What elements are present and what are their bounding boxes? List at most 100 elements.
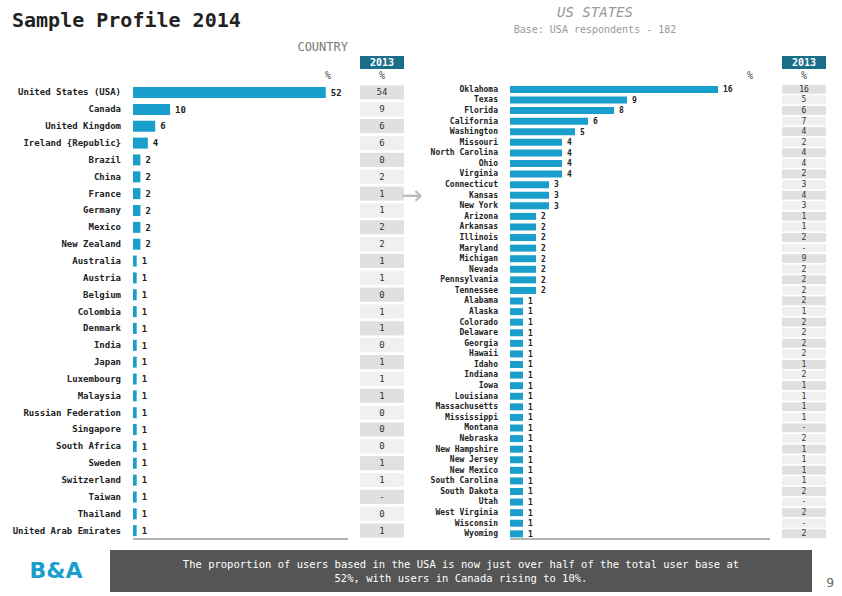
svg-text:Switzerland: Switzerland — [61, 475, 121, 485]
svg-text:1: 1 — [802, 413, 807, 422]
svg-text:54: 54 — [377, 87, 388, 97]
svg-text:1: 1 — [802, 360, 807, 369]
svg-text:1: 1 — [802, 402, 807, 411]
svg-text:0: 0 — [379, 340, 384, 350]
svg-text:Mexico: Mexico — [88, 222, 121, 232]
svg-text:2: 2 — [802, 370, 807, 379]
svg-text:1: 1 — [528, 445, 533, 454]
svg-text:New York: New York — [459, 201, 498, 210]
svg-text:Russian Federation: Russian Federation — [23, 408, 121, 418]
svg-text:Washington: Washington — [450, 126, 498, 136]
svg-text:Delaware: Delaware — [459, 328, 498, 337]
svg-text:Germany: Germany — [83, 205, 122, 215]
svg-text:Georgia: Georgia — [464, 338, 498, 348]
svg-text:Tennessee: Tennessee — [455, 286, 499, 295]
svg-text:-: - — [379, 492, 384, 502]
svg-text:4: 4 — [802, 148, 807, 157]
svg-text:Indiana: Indiana — [464, 369, 498, 379]
svg-text:1: 1 — [802, 222, 807, 231]
svg-text:New Jersey: New Jersey — [450, 455, 498, 464]
svg-text:7: 7 — [802, 117, 807, 126]
svg-text:3: 3 — [554, 202, 559, 211]
svg-text:6: 6 — [593, 117, 598, 126]
svg-text:9: 9 — [379, 104, 384, 114]
svg-text:New Hampshire: New Hampshire — [435, 444, 498, 454]
svg-text:Pennsylvania: Pennsylvania — [440, 274, 498, 284]
svg-text:1: 1 — [528, 392, 533, 401]
svg-text:2: 2 — [145, 189, 150, 199]
svg-text:0: 0 — [379, 509, 384, 519]
svg-text:6: 6 — [379, 138, 384, 148]
svg-text:Wyoming: Wyoming — [464, 528, 498, 538]
svg-text:1: 1 — [528, 360, 533, 369]
svg-text:1: 1 — [528, 487, 533, 496]
svg-text:1: 1 — [802, 455, 807, 464]
svg-text:United Arab Emirates: United Arab Emirates — [13, 526, 121, 536]
svg-text:1: 1 — [802, 466, 807, 475]
svg-text:16: 16 — [799, 85, 809, 94]
svg-text:1: 1 — [142, 307, 147, 317]
svg-text:2: 2 — [145, 206, 150, 216]
svg-text:Colombia: Colombia — [78, 307, 121, 317]
svg-text:1: 1 — [142, 290, 147, 300]
svg-text:1: 1 — [528, 382, 533, 391]
svg-text:1: 1 — [142, 374, 147, 384]
svg-text:2: 2 — [802, 265, 807, 274]
svg-text:1: 1 — [528, 434, 533, 443]
svg-text:2: 2 — [802, 233, 807, 242]
svg-text:Japan: Japan — [94, 357, 121, 367]
svg-text:2: 2 — [541, 223, 546, 232]
svg-text:Florida: Florida — [464, 105, 498, 115]
svg-text:2: 2 — [802, 434, 807, 443]
svg-text:1: 1 — [142, 492, 147, 502]
svg-text:Sweden: Sweden — [88, 458, 121, 468]
svg-text:2: 2 — [802, 349, 807, 358]
svg-text:-: - — [802, 423, 807, 432]
svg-text:1: 1 — [802, 392, 807, 401]
svg-text:-: - — [802, 519, 807, 528]
svg-text:2: 2 — [802, 286, 807, 295]
svg-text:2: 2 — [145, 223, 150, 233]
svg-text:1: 1 — [142, 442, 147, 452]
svg-text:6: 6 — [802, 106, 807, 115]
svg-text:India: India — [94, 340, 121, 350]
svg-text:South Carolina: South Carolina — [431, 475, 499, 485]
svg-text:1: 1 — [379, 323, 384, 333]
svg-text:2: 2 — [802, 275, 807, 284]
svg-text:Hawaii: Hawaii — [469, 348, 498, 358]
svg-text:0: 0 — [379, 290, 384, 300]
svg-text:1: 1 — [528, 371, 533, 380]
svg-text:1: 1 — [142, 391, 147, 401]
svg-text:Taiwan: Taiwan — [88, 492, 121, 502]
svg-text:China: China — [94, 172, 121, 182]
svg-text:New Zealand: New Zealand — [61, 239, 121, 249]
svg-text:Nebraska: Nebraska — [459, 434, 498, 443]
svg-text:3: 3 — [554, 191, 559, 200]
svg-text:2: 2 — [541, 212, 546, 221]
svg-text:1: 1 — [802, 445, 807, 454]
svg-text:4: 4 — [567, 149, 572, 158]
svg-text:2: 2 — [541, 255, 546, 264]
svg-text:Austria: Austria — [83, 273, 121, 283]
svg-text:2: 2 — [802, 138, 807, 147]
svg-text:Denmark: Denmark — [83, 323, 122, 333]
svg-text:1: 1 — [528, 318, 533, 327]
svg-text:1: 1 — [379, 458, 384, 468]
svg-text:United States (USA): United States (USA) — [18, 87, 121, 97]
svg-text:2: 2 — [541, 233, 546, 242]
svg-text:1: 1 — [528, 519, 533, 528]
svg-text:2: 2 — [379, 172, 384, 182]
svg-text:6: 6 — [379, 121, 384, 131]
svg-text:2: 2 — [541, 244, 546, 253]
svg-text:9: 9 — [632, 96, 637, 105]
svg-text:5: 5 — [802, 95, 807, 104]
svg-text:2: 2 — [379, 222, 384, 232]
svg-text:Maryland: Maryland — [459, 244, 498, 253]
svg-text:Colorado: Colorado — [459, 318, 498, 327]
svg-text:1: 1 — [528, 498, 533, 507]
svg-text:Idaho: Idaho — [474, 360, 498, 369]
svg-text:Virginia: Virginia — [459, 168, 498, 178]
svg-text:10: 10 — [175, 105, 186, 115]
svg-text:0: 0 — [379, 155, 384, 165]
svg-text:1: 1 — [528, 329, 533, 338]
